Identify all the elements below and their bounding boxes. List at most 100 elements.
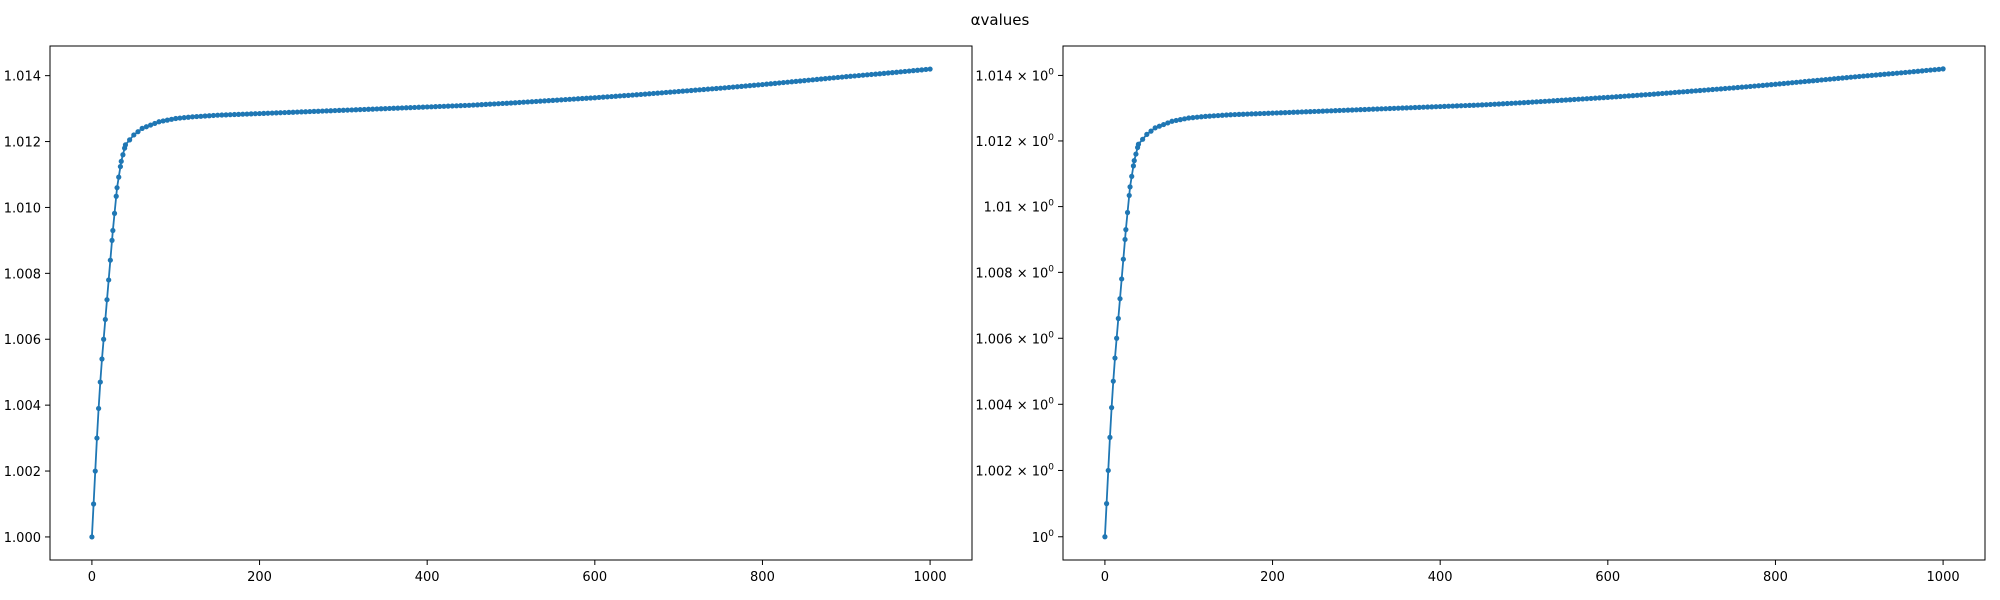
data-point	[194, 113, 200, 120]
data-point	[1248, 111, 1255, 117]
data-point	[315, 108, 321, 114]
data-point	[1103, 501, 1110, 507]
data-point	[164, 117, 170, 123]
y-tick-label: 1.008 × 100	[975, 264, 1054, 281]
data-point	[1345, 107, 1351, 113]
data-point	[94, 435, 100, 441]
data-point	[332, 107, 338, 114]
data-point	[529, 99, 535, 105]
data-point	[294, 109, 300, 115]
y-tick-label: 1.002	[4, 465, 41, 480]
x-tick-label: 800	[750, 570, 775, 585]
data-point	[420, 104, 426, 110]
x-tick-label: 600	[582, 570, 607, 585]
data-point	[1441, 103, 1447, 109]
data-point	[1642, 92, 1649, 98]
data-point	[537, 98, 543, 104]
data-point	[726, 84, 732, 91]
data-point	[554, 97, 560, 103]
data-point	[1735, 84, 1741, 91]
data-point	[1366, 106, 1372, 112]
data-point	[1466, 102, 1473, 108]
data-point	[1546, 98, 1552, 104]
data-point	[852, 73, 858, 79]
data-point	[424, 104, 430, 110]
data-point	[370, 106, 376, 112]
data-point	[1332, 108, 1339, 114]
data-point	[1592, 95, 1598, 101]
y-tick-label: 1.014	[4, 70, 41, 85]
data-point	[785, 79, 791, 85]
data-point	[102, 316, 108, 323]
data-point	[1873, 72, 1879, 78]
data-point	[1126, 192, 1132, 199]
data-point	[1684, 88, 1691, 95]
data-point	[1404, 105, 1410, 111]
data-point	[127, 137, 133, 143]
data-point	[1362, 106, 1368, 113]
data-point	[1228, 112, 1234, 118]
data-point	[659, 90, 665, 96]
data-point	[1911, 69, 1917, 75]
data-point	[1760, 82, 1766, 88]
data-point	[562, 96, 569, 103]
data-point	[713, 85, 719, 92]
data-point	[1932, 67, 1938, 73]
data-point	[1869, 72, 1875, 78]
data-point	[90, 501, 97, 507]
data-point	[1789, 80, 1795, 86]
series-markers	[89, 66, 933, 540]
data-point	[1580, 96, 1586, 102]
data-point	[491, 101, 497, 107]
data-point	[1496, 101, 1502, 107]
data-point	[1663, 90, 1670, 96]
data-point	[520, 99, 527, 105]
data-point	[1450, 103, 1456, 109]
data-point	[1542, 98, 1548, 104]
data-point	[365, 106, 372, 112]
data-point	[1621, 93, 1628, 99]
data-point	[1672, 89, 1678, 96]
data-point	[919, 67, 925, 73]
y-tick-label: 1.000	[4, 531, 41, 546]
data-point	[290, 109, 296, 115]
data-point	[470, 102, 476, 108]
data-point	[1232, 111, 1238, 118]
data-point	[104, 297, 110, 303]
data-point	[1324, 108, 1330, 114]
data-point	[1839, 75, 1846, 81]
data-point	[152, 120, 158, 127]
data-point	[261, 110, 267, 116]
data-point	[1357, 107, 1364, 113]
right-plot: 0 200 400 600 800 1000 100 1.002 × 100 1.004 × 1…	[975, 45, 1986, 585]
data-point	[1165, 120, 1171, 126]
data-point	[579, 95, 585, 102]
data-point	[1705, 87, 1711, 93]
data-point	[1328, 108, 1334, 114]
x-tick-label: 0	[1101, 570, 1109, 585]
data-point	[1714, 86, 1720, 92]
data-point	[1718, 86, 1724, 92]
data-point	[1680, 89, 1686, 95]
data-point	[1927, 67, 1934, 73]
data-point	[571, 96, 577, 102]
data-point	[738, 83, 745, 89]
data-point	[621, 93, 627, 99]
data-point	[1588, 95, 1594, 102]
data-point	[117, 163, 124, 170]
data-point	[776, 80, 782, 86]
data-point	[1156, 123, 1162, 129]
data-point	[1517, 100, 1523, 106]
data-point	[1140, 136, 1146, 142]
y-tick-label: 1.008	[4, 267, 41, 282]
data-point	[1123, 227, 1129, 233]
axes-frame	[1062, 45, 1986, 561]
data-point	[1257, 110, 1263, 117]
data-point	[1848, 74, 1854, 80]
data-point	[1726, 85, 1732, 91]
data-point	[1764, 82, 1770, 88]
data-point	[1127, 184, 1133, 190]
data-point	[1479, 102, 1485, 108]
data-point	[1575, 96, 1582, 102]
